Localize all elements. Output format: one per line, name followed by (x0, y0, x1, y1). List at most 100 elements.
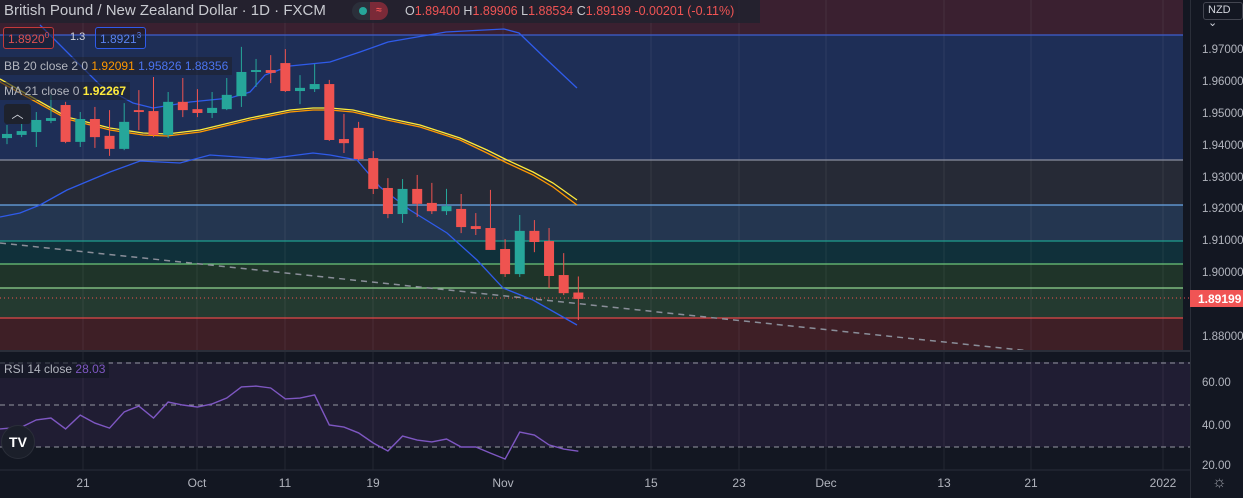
time-label: 13 (937, 476, 951, 490)
candle-body (221, 94, 232, 110)
candle (441, 188, 452, 215)
bb-lower-line (0, 152, 578, 326)
candle (236, 46, 247, 107)
candle-body (163, 101, 174, 135)
candle-body (207, 107, 218, 113)
chart-settings-icon[interactable]: ☼ (1212, 474, 1227, 491)
candle (221, 78, 232, 111)
trendline[interactable] (0, 242, 1031, 352)
tradingview-logo[interactable]: TV (1, 425, 35, 459)
candle (192, 89, 203, 118)
candle-body (558, 275, 569, 294)
candle-body (60, 105, 71, 142)
zone-bands (0, 0, 1190, 447)
collapse-legend-button[interactable]: ︿ (4, 104, 31, 124)
candle (104, 110, 115, 156)
candle-body (295, 87, 305, 92)
time-label: 19 (366, 476, 380, 490)
time-label: Oct (187, 476, 207, 490)
candle-body (280, 63, 291, 92)
currency-select[interactable]: NZD ⌄ (1203, 2, 1243, 29)
candle (60, 101, 71, 144)
candle-body (148, 111, 159, 135)
time-label: 23 (732, 476, 746, 490)
buy-button[interactable]: 1.89213 (95, 27, 147, 49)
candle-body (470, 226, 481, 229)
rsi-legend[interactable]: RSI 14 close 28.03 (0, 360, 110, 378)
candle (397, 179, 408, 223)
price-label: 1.91000 (1202, 235, 1243, 247)
candle (338, 113, 349, 154)
candle (529, 220, 540, 253)
time-label: Dec (815, 476, 837, 490)
candle-body (251, 70, 262, 72)
chevron-up-icon: ︿ (11, 107, 24, 121)
market-open-dot-icon (359, 7, 367, 15)
wave-icon: ≈ (370, 2, 388, 20)
candle (470, 213, 481, 236)
time-label: Nov (492, 476, 514, 490)
chevron-down-icon: ⌄ (1208, 17, 1218, 29)
bb-upper-line (39, 24, 578, 109)
sell-button[interactable]: 1.89200 (3, 27, 55, 49)
spread: 1.3 (70, 31, 86, 43)
candle-body (338, 139, 349, 144)
candle-body (441, 206, 452, 212)
candle-body (265, 70, 276, 73)
candle (485, 189, 496, 250)
price-axis[interactable] (1190, 0, 1243, 498)
grid-lines (82, 0, 1164, 470)
candle (368, 151, 379, 195)
market-status-toggle[interactable]: ≈ (352, 2, 388, 20)
candle-body (2, 133, 12, 139)
candle (2, 125, 12, 145)
candle-body (529, 230, 540, 242)
candles (2, 46, 584, 321)
candle-body (133, 110, 144, 113)
candle-body (382, 187, 393, 215)
bb-legend[interactable]: BB 20 close 2 0 1.92091 1.95826 1.88356 (0, 57, 233, 75)
candle (295, 75, 305, 105)
candle (265, 55, 276, 84)
candle-body (324, 84, 335, 140)
candle (382, 178, 393, 219)
candle (89, 106, 100, 148)
rsi-levels (0, 362, 1190, 448)
candle (75, 112, 86, 147)
ma-legend[interactable]: MA 21 close 0 1.92267 (0, 82, 131, 100)
price-label: 1.97000 (1202, 44, 1243, 56)
candle (177, 78, 188, 118)
candle (544, 228, 555, 289)
candle-body (426, 202, 437, 212)
candle-body (573, 292, 584, 299)
candle (133, 90, 144, 131)
candle (353, 121, 364, 161)
candle (573, 276, 584, 321)
current-price-label: 1.89199 (1190, 290, 1243, 307)
candle-body (236, 71, 247, 97)
rsi-line (0, 385, 579, 460)
candle (148, 77, 159, 138)
candle (163, 91, 174, 139)
price-label: 1.93000 (1202, 172, 1243, 184)
candle-body (353, 127, 364, 160)
price-label: 1.88000 (1202, 331, 1243, 343)
candle (558, 253, 569, 296)
price-label: 1.95000 (1202, 108, 1243, 120)
price-label: 1.90000 (1202, 267, 1243, 279)
candle-body (104, 135, 115, 149)
price-label: 1.94000 (1202, 140, 1243, 152)
candle-body (89, 119, 100, 138)
interval[interactable]: 1D (250, 2, 270, 19)
time-label: 2022 (1149, 476, 1177, 490)
candle (280, 49, 291, 92)
rsi-label: 40.00 (1202, 420, 1231, 432)
candle (207, 91, 218, 119)
candle-body (412, 188, 423, 204)
candle-body (16, 131, 27, 135)
candle (514, 214, 525, 277)
exchange: FXCM (283, 2, 326, 19)
candle (456, 194, 467, 234)
symbol-name[interactable]: British Pound / New Zealand Dollar (4, 2, 238, 19)
